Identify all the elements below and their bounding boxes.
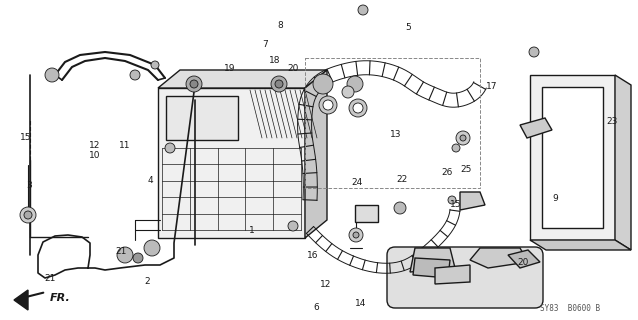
Circle shape (313, 74, 333, 94)
Polygon shape (166, 96, 238, 140)
Circle shape (275, 80, 283, 88)
Polygon shape (530, 75, 615, 240)
Polygon shape (508, 250, 540, 268)
Text: 3: 3 (26, 181, 32, 190)
Text: 2: 2 (144, 277, 149, 286)
Text: 5: 5 (405, 23, 412, 32)
Text: SY83  B0600 B: SY83 B0600 B (540, 304, 600, 313)
Polygon shape (413, 258, 450, 278)
Text: 7: 7 (262, 40, 268, 49)
Text: 19: 19 (224, 64, 235, 73)
Text: 17: 17 (486, 82, 497, 91)
Polygon shape (542, 87, 603, 228)
Text: 9: 9 (552, 194, 558, 203)
Circle shape (394, 202, 406, 214)
Polygon shape (158, 70, 327, 88)
Polygon shape (615, 75, 631, 250)
Circle shape (45, 68, 59, 82)
Text: 16: 16 (307, 252, 318, 260)
Circle shape (448, 196, 456, 204)
Polygon shape (530, 240, 631, 250)
Polygon shape (14, 290, 28, 310)
Text: 24: 24 (352, 178, 363, 187)
Circle shape (288, 221, 298, 231)
Circle shape (347, 76, 363, 92)
Text: 22: 22 (396, 175, 408, 184)
Polygon shape (305, 70, 327, 238)
Circle shape (186, 76, 202, 92)
Text: 20: 20 (517, 258, 529, 267)
Text: 26: 26 (441, 168, 452, 177)
Circle shape (353, 232, 359, 238)
Circle shape (358, 5, 368, 15)
Text: 15: 15 (450, 200, 462, 209)
Text: 21: 21 (115, 247, 127, 256)
Polygon shape (460, 192, 485, 210)
Circle shape (323, 100, 333, 110)
Text: 13: 13 (390, 130, 401, 139)
Bar (305, 58, 480, 188)
Text: 15: 15 (20, 133, 31, 142)
Polygon shape (158, 88, 305, 238)
Text: 4: 4 (147, 176, 152, 185)
Circle shape (342, 86, 354, 98)
Circle shape (117, 247, 133, 263)
Text: 12: 12 (320, 280, 331, 289)
Circle shape (151, 61, 159, 69)
Circle shape (353, 103, 363, 113)
Circle shape (20, 207, 36, 223)
Circle shape (460, 135, 466, 141)
Circle shape (529, 47, 539, 57)
Circle shape (130, 70, 140, 80)
Text: FR.: FR. (50, 293, 71, 303)
Text: 12: 12 (89, 141, 100, 150)
Circle shape (319, 96, 337, 114)
Text: 25: 25 (460, 165, 471, 174)
Text: 8: 8 (278, 21, 284, 30)
Text: 18: 18 (269, 56, 280, 65)
Polygon shape (470, 248, 528, 268)
Text: 10: 10 (89, 151, 100, 160)
Circle shape (190, 80, 198, 88)
Circle shape (144, 240, 160, 256)
Circle shape (349, 228, 363, 242)
Circle shape (271, 76, 287, 92)
Text: 23: 23 (607, 117, 618, 126)
Text: 14: 14 (355, 300, 366, 308)
Circle shape (24, 211, 32, 219)
Text: 1: 1 (249, 226, 255, 235)
Polygon shape (435, 265, 470, 284)
Circle shape (456, 131, 470, 145)
Text: 11: 11 (119, 141, 130, 150)
Circle shape (133, 253, 143, 263)
Polygon shape (355, 205, 378, 222)
Circle shape (349, 99, 367, 117)
Circle shape (165, 143, 175, 153)
FancyBboxPatch shape (387, 247, 543, 308)
Polygon shape (410, 248, 455, 272)
Text: 21: 21 (44, 274, 56, 283)
Text: 6: 6 (313, 303, 319, 312)
Circle shape (452, 144, 460, 152)
Text: 20: 20 (288, 64, 299, 73)
Polygon shape (520, 118, 552, 138)
